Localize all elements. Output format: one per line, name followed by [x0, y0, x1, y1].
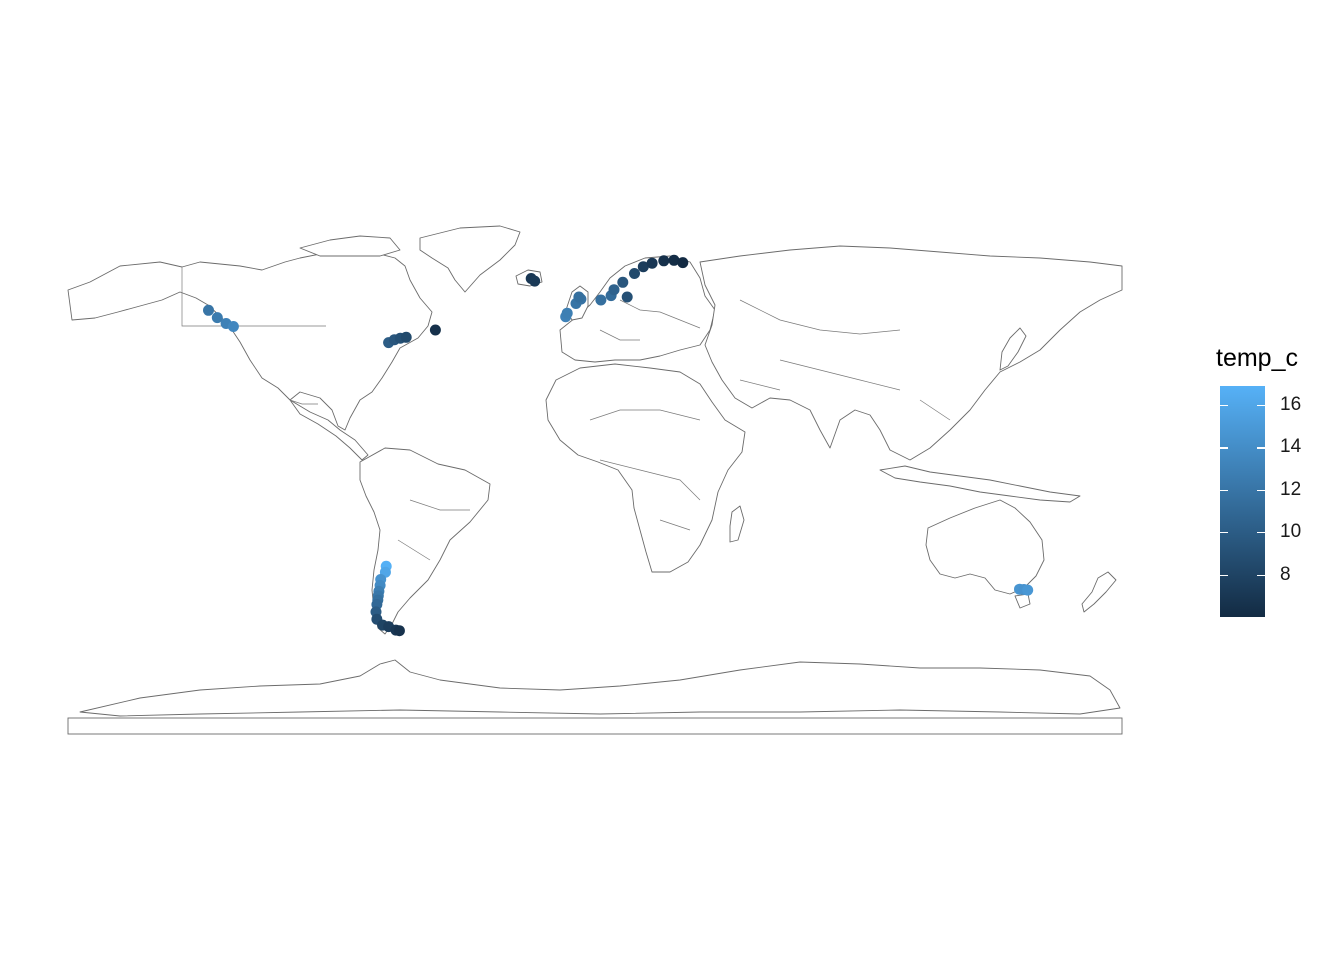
land-arctic-islands [299, 235, 401, 257]
data-point-pacific-northwest [211, 312, 223, 324]
data-point-norway [677, 257, 689, 269]
legend-tick-label: 12 [1280, 478, 1302, 500]
land-north-america [67, 251, 433, 461]
legend-tick-mark [1220, 489, 1228, 492]
land-antarctica [79, 659, 1121, 717]
legend-tick-mark [1220, 532, 1228, 534]
legend-tick-label: 14 [1280, 436, 1302, 458]
data-point-newfoundland [429, 324, 441, 336]
data-point-norway [668, 254, 680, 266]
observation-points [203, 254, 1034, 637]
data-point-ireland [561, 307, 573, 319]
data-point-norway [608, 284, 620, 296]
legend-tick-mark [1257, 574, 1265, 576]
land-tasmania [1014, 593, 1031, 609]
data-point-gulf-of-maine [400, 331, 412, 343]
legend-colorbar [1220, 386, 1265, 617]
data-point-norway [617, 276, 629, 288]
data-point-skagerrak [621, 291, 633, 303]
land-japan [999, 327, 1027, 371]
data-point-norway [658, 255, 670, 267]
data-point-tasmania [1022, 584, 1034, 596]
data-point-norway [629, 268, 640, 279]
land-new-zealand [1081, 571, 1117, 613]
legend-title: temp_c [1216, 344, 1298, 372]
land-asia [699, 245, 1123, 461]
legend-tick-mark [1220, 447, 1228, 449]
data-point-pacific-northwest [203, 304, 214, 316]
land-madagascar [729, 505, 745, 543]
data-point-iceland [529, 275, 541, 287]
country-borders [181, 267, 951, 561]
land-south-america [359, 447, 491, 635]
legend-tick-label: 8 [1280, 563, 1291, 585]
legend-tick-label: 10 [1280, 521, 1302, 543]
legend-tick-mark [1220, 574, 1228, 576]
data-point-norway [637, 261, 649, 273]
land-greenland [419, 225, 521, 293]
land-layer [67, 225, 1123, 717]
land-australia [925, 499, 1045, 595]
legend-tick-mark [1257, 405, 1265, 407]
land-indonesia [879, 465, 1081, 503]
data-point-scotland [573, 291, 585, 303]
data-point-norway [646, 257, 658, 269]
legend-tick-mark [1257, 489, 1265, 492]
map-bottom-frame [67, 717, 1123, 735]
legend-tick-label: 16 [1280, 394, 1302, 416]
land-africa [545, 363, 746, 573]
legend-tick-mark [1220, 405, 1228, 407]
legend-tick-mark [1257, 532, 1265, 534]
data-point-magellan [393, 625, 405, 637]
legend-tick-mark [1257, 447, 1265, 449]
data-point-pacific-northwest [227, 321, 239, 332]
data-point-north-sea [595, 294, 607, 306]
